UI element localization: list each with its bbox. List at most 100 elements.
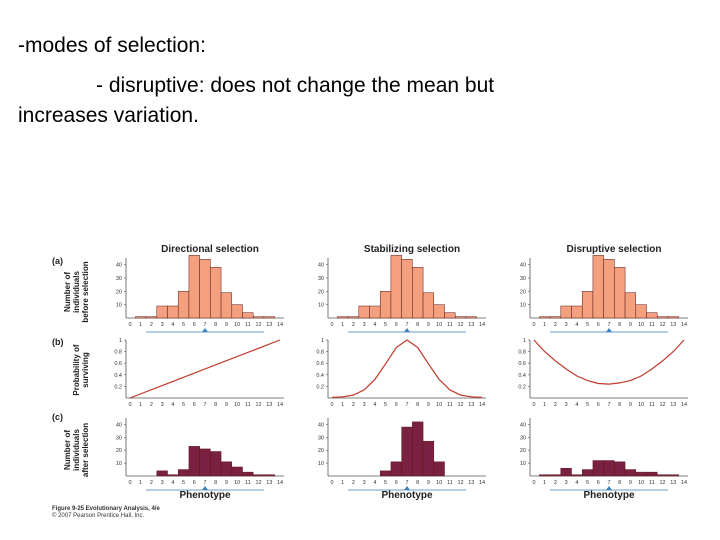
- stabilizing-selection-after-ytick-label: 20: [318, 448, 324, 454]
- directional-selection-before-bar: [188, 255, 200, 319]
- directional-selection-survival-xtick-label: 4: [171, 402, 174, 408]
- disruptive-selection-after-xtick-label: 10: [638, 480, 644, 486]
- disruptive-selection-survival-xtick-label: 5: [586, 402, 589, 408]
- stabilizing-selection-after-xtick-label: 2: [352, 480, 355, 486]
- directional-selection-before-bar: [145, 316, 158, 319]
- directional-selection-survival-xtick-label: 1: [139, 402, 142, 408]
- stabilizing-selection-survival-survival-curve: [331, 339, 483, 398]
- disruptive-selection-after-bar: [539, 474, 551, 477]
- bullet-text-continued: increases variation.: [18, 104, 199, 127]
- stabilizing-selection-survival-xtick-label: 11: [447, 402, 453, 408]
- disruptive-selection-before-xtick-label: 2: [554, 322, 557, 328]
- disruptive-selection-after-ytick-label: 10: [520, 461, 526, 467]
- disruptive-selection-survival-xtick-label: 8: [618, 402, 621, 408]
- disruptive-selection-survival-xtick-label: 14: [681, 402, 687, 408]
- stabilizing-selection-after-xtick-label: 1: [341, 480, 344, 486]
- disruptive-selection-survival-xtick-label: 1: [543, 402, 546, 408]
- stabilizing-selection-after-ytick-label: 30: [318, 435, 324, 441]
- directional-selection-survival-xtick-label: 0: [128, 402, 131, 408]
- directional-selection-survival-xtick-label: 9: [225, 402, 228, 408]
- disruptive-selection-survival-xtick-label: 4: [575, 402, 578, 408]
- stabilizing-selection-after-xtick-label: 6: [395, 480, 398, 486]
- directional-selection-after-xtick-label: 9: [225, 480, 228, 486]
- stabilizing-selection-before-bar: [347, 316, 360, 319]
- stabilizing-selection-after-bar: [379, 470, 392, 477]
- directional-selection-before-xtick-label: 6: [193, 322, 196, 328]
- stabilizing-selection-before-bar: [454, 316, 467, 319]
- directional-selection-before-xtick-label: 3: [161, 322, 164, 328]
- disruptive-selection-before-ytick-label: 40: [520, 263, 526, 269]
- directional-selection-after-xtick-label: 7: [203, 480, 206, 486]
- disruptive-selection-after-xtick-label: 14: [681, 480, 687, 486]
- disruptive-selection-survival-xtick-label: 13: [670, 402, 676, 408]
- directional-selection-after-xtick-label: 4: [171, 480, 174, 486]
- disruptive-selection-survival-ytick-label: 0.2: [518, 384, 526, 390]
- directional-selection-after-xtick-label: 3: [161, 480, 164, 486]
- evolutionary-selection-figure: Directional selection Stabilizing select…: [52, 244, 688, 519]
- disruptive-selection-before-ytick-label: 10: [520, 303, 526, 309]
- directional-selection-after-xtick-label: 1: [139, 480, 142, 486]
- directional-selection-after-xtick-label: 10: [234, 480, 240, 486]
- directional-selection-survival-xtick-label: 14: [277, 402, 283, 408]
- disruptive-selection-survival-xtick-label: 12: [660, 402, 666, 408]
- directional-selection-after-bar: [199, 448, 211, 477]
- stabilizing-selection-after-bar: [390, 461, 402, 477]
- stabilizing-selection-after-bar: [433, 461, 445, 477]
- disruptive-selection-before-xtick-label: 14: [681, 322, 687, 328]
- disruptive-selection-after-xtick-label: 1: [543, 480, 546, 486]
- disruptive-selection-before-xtick-label: 1: [543, 322, 546, 328]
- ylabel-probability-surviving: Probability of surviving: [72, 344, 90, 395]
- disruptive-selection-after-bar: [635, 471, 647, 477]
- directional-selection-before-bar: [263, 316, 275, 319]
- directional-selection-before-xtick-label: 8: [214, 322, 217, 328]
- disruptive-selection-after-bar: [624, 469, 637, 477]
- stabilizing-selection-survival-ytick-label: 0.4: [316, 373, 324, 379]
- directional-selection-before-bar: [252, 316, 265, 319]
- directional-selection-after-bar: [231, 466, 243, 477]
- disruptive-selection-survival-survival-curve: [533, 339, 685, 385]
- disruptive-selection-before-bar: [603, 259, 615, 319]
- stabilizing-selection-after-bar: [422, 440, 435, 477]
- disruptive-selection-after-bar: [646, 471, 658, 477]
- bullet-text: - disruptive: does not change the mean b…: [96, 74, 495, 97]
- directional-selection-survival-xtick-label: 7: [203, 402, 206, 408]
- stabilizing-selection-survival-xtick-label: 3: [363, 402, 366, 408]
- stabilizing-selection-before-bar: [390, 255, 402, 319]
- directional-selection-before-xtick-label: 12: [256, 322, 262, 328]
- stabilizing-selection-before-xtick-label: 5: [384, 322, 387, 328]
- directional-selection-before-bar: [135, 316, 147, 319]
- disruptive-selection-after-bar: [560, 468, 572, 477]
- svg-text:individuals: individuals: [72, 429, 81, 471]
- stabilizing-selection-survival-ytick-label: 0.8: [316, 350, 324, 356]
- stabilizing-selection-after-bar: [412, 421, 424, 477]
- directional-selection-before-xtick-label: 9: [225, 322, 228, 328]
- stabilizing-selection-before-bar: [379, 291, 392, 319]
- directional-selection-after-bar: [220, 461, 233, 477]
- directional-selection-after-xtick-label: 6: [193, 480, 196, 486]
- disruptive-selection-before-xtick-label: 13: [670, 322, 676, 328]
- stabilizing-selection-survival-xtick-label: 5: [384, 402, 387, 408]
- directional-selection-after-xtick-label: 0: [128, 480, 131, 486]
- disruptive-selection-after-xtick-label: 7: [607, 480, 610, 486]
- directional-selection-after-xtick-label: 13: [266, 480, 272, 486]
- column-title-disruptive: Disruptive selection: [566, 244, 661, 255]
- disruptive-selection-survival-ytick-label: 0.8: [518, 350, 526, 356]
- directional-selection-before-ytick-label: 10: [116, 303, 122, 309]
- disruptive-selection-before-bar: [571, 305, 583, 319]
- directional-selection-before-bar: [231, 304, 243, 319]
- stabilizing-selection-before-xtick-label: 8: [416, 322, 419, 328]
- disruptive-selection-survival-xtick-label: 9: [629, 402, 632, 408]
- disruptive-selection-before-xtick-label: 4: [575, 322, 578, 328]
- figure-copyright: © 2007 Pearson Prentice Hall, Inc.: [52, 512, 144, 519]
- stabilizing-selection-survival-xtick-label: 12: [458, 402, 464, 408]
- stabilizing-selection-before-xtick-label: 10: [436, 322, 442, 328]
- directional-selection-before-bar: [210, 267, 222, 319]
- stabilizing-selection-before-bar: [433, 304, 445, 319]
- disruptive-selection-after-xtick-label: 0: [532, 480, 535, 486]
- disruptive-selection-after-xtick-label: 6: [597, 480, 600, 486]
- disruptive-selection-before-xtick-label: 0: [532, 322, 535, 328]
- directional-selection-after-ytick-label: 30: [116, 435, 122, 441]
- directional-selection-before-ytick-label: 30: [116, 276, 122, 282]
- stabilizing-selection-survival-xtick-label: 7: [405, 402, 408, 408]
- stabilizing-selection-before-xtick-label: 9: [427, 322, 430, 328]
